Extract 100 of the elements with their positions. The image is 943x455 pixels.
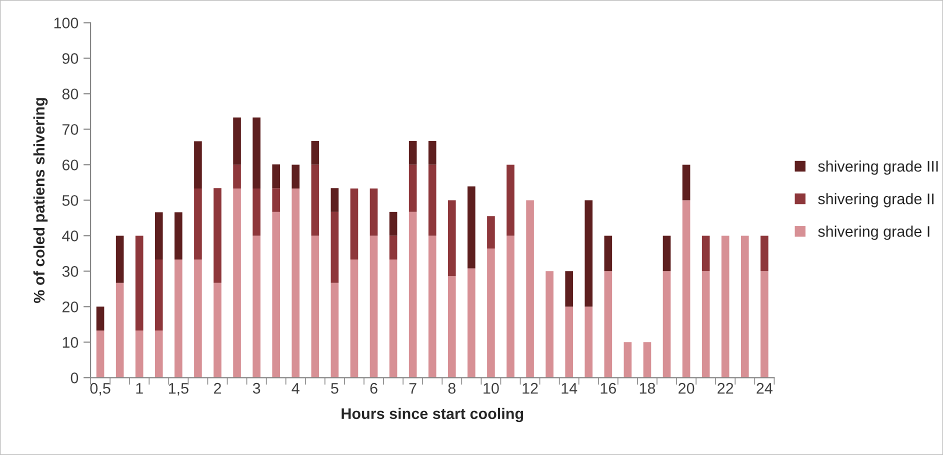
y-tick-label: 40 [62, 230, 78, 242]
bar [389, 259, 398, 378]
bar [721, 236, 730, 378]
bar [174, 212, 182, 260]
x-tick-label: 14 [562, 383, 578, 394]
bar [194, 141, 202, 188]
x-tick-label: 1 [136, 383, 143, 394]
x-tick-label: 5 [331, 383, 338, 394]
bar [468, 186, 476, 268]
bar [233, 188, 241, 378]
x-tick-label: 2 [214, 382, 221, 394]
bar [135, 330, 144, 378]
x-tick-label: 18 [640, 382, 656, 394]
y-tick-label: 50 [62, 195, 78, 206]
bar [154, 259, 163, 330]
bar [682, 164, 690, 200]
x-tick-label: 22 [718, 382, 734, 394]
bar [154, 330, 163, 378]
x-tick-label: 20 [678, 382, 694, 394]
bar [311, 140, 320, 165]
bar [96, 330, 104, 378]
bar [389, 212, 398, 236]
bar [428, 164, 436, 236]
bar [448, 200, 456, 276]
bar [252, 118, 260, 188]
x-tick-label: 0,5 [90, 382, 110, 396]
bar [252, 236, 260, 378]
x-tick-label: 4 [292, 383, 300, 394]
bar [408, 212, 417, 378]
y-tick-label: 100 [54, 18, 78, 28]
bar [370, 188, 378, 236]
bar [604, 236, 612, 272]
bar [174, 259, 182, 378]
legend-label: shivering grade III [818, 160, 938, 175]
bar [682, 200, 690, 378]
bar [546, 271, 554, 378]
bar [214, 188, 222, 283]
x-tick-label: 6 [370, 382, 378, 394]
y-tick-label: 80 [62, 88, 78, 100]
bar [370, 236, 378, 378]
bar [194, 259, 202, 378]
bar [233, 118, 241, 165]
bar [311, 236, 320, 378]
bar [702, 271, 710, 378]
bar [389, 236, 398, 260]
bar [584, 306, 593, 378]
y-tick-label: 10 [62, 337, 78, 348]
bar [154, 212, 163, 260]
bar [448, 276, 456, 378]
bar [506, 164, 514, 236]
bar [584, 200, 593, 307]
bar [116, 236, 124, 283]
bar [526, 200, 534, 378]
x-tick-label: 16 [600, 382, 616, 394]
y-tick-label: 70 [62, 124, 78, 135]
bar [116, 282, 124, 378]
x-axis-title: Hours since start cooling [342, 408, 524, 422]
bar [272, 188, 280, 212]
bar [330, 212, 339, 283]
bar [292, 164, 300, 188]
bar [135, 236, 144, 330]
bar [428, 140, 436, 165]
bar [662, 236, 671, 272]
bar [506, 236, 514, 378]
bar [740, 236, 749, 378]
bar [408, 164, 417, 212]
x-tick-label: 24 [756, 382, 772, 394]
bar [96, 306, 104, 330]
x-tick-label: 12 [522, 382, 538, 394]
bar [565, 271, 574, 307]
bar [702, 236, 710, 272]
bar [272, 164, 280, 188]
bar [662, 271, 671, 378]
bar [760, 271, 768, 378]
legend-label: shivering grade II [818, 193, 934, 208]
y-tick-label: 90 [62, 53, 78, 64]
x-tick-label: 1,5 [168, 383, 188, 396]
bar [487, 248, 495, 378]
bar [214, 282, 222, 378]
bar [624, 342, 632, 378]
bar [760, 236, 768, 272]
x-tick-label: 8 [448, 382, 456, 394]
bar [292, 188, 300, 378]
bar [311, 164, 320, 236]
bar [487, 216, 495, 248]
bar [194, 188, 202, 260]
x-tick-label: 10 [484, 382, 499, 394]
y-axis-title: % of coled patiens shivering [33, 98, 48, 303]
x-tick-label: 7 [409, 383, 416, 394]
bar [408, 140, 417, 165]
bar [350, 259, 358, 378]
bar [233, 164, 241, 188]
bar [330, 282, 339, 378]
y-tick-label: 30 [62, 266, 78, 277]
y-tick-label: 60 [62, 160, 78, 170]
bar [272, 212, 280, 378]
legend-label: shivering grade I [818, 226, 930, 240]
bar [252, 188, 260, 236]
bar [330, 188, 339, 212]
bar [350, 188, 358, 260]
